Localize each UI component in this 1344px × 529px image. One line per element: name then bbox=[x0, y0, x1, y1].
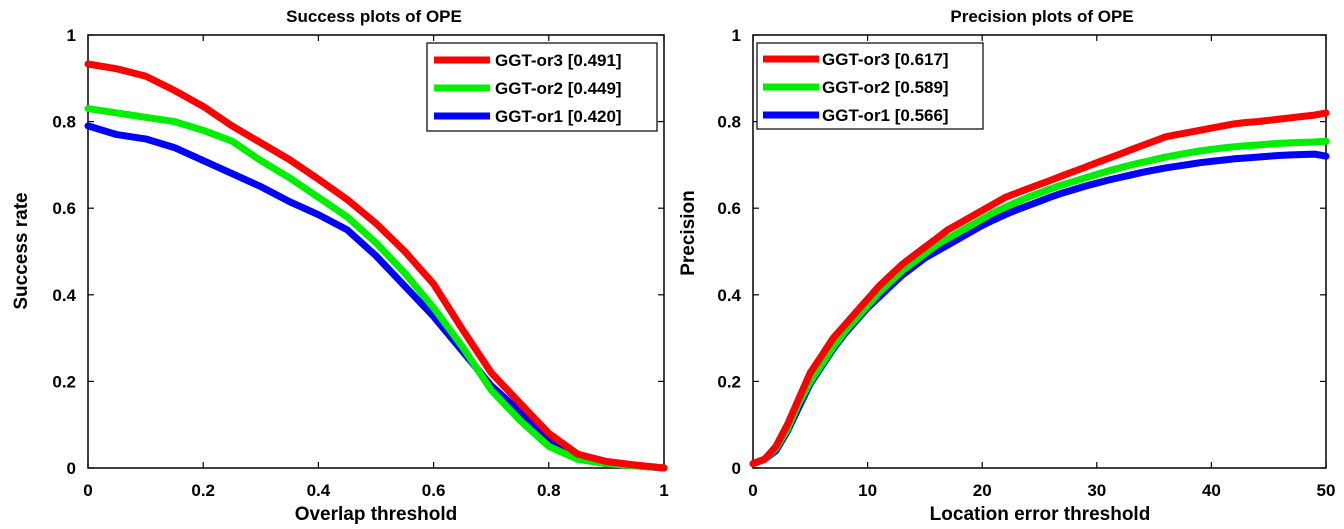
series-line-ggt-or3 bbox=[749, 109, 1330, 468]
legend-entry-ggt-or3: GGT-or3 [0.617] bbox=[822, 50, 949, 69]
legend-entry-ggt-or1: GGT-or1 [0.420] bbox=[495, 107, 622, 126]
y-tick-label: 0.2 bbox=[52, 372, 76, 391]
x-tick-label: 0.6 bbox=[422, 481, 446, 500]
series-lines bbox=[84, 60, 668, 472]
y-tick-label: 0.6 bbox=[52, 199, 76, 218]
y-tick-label: 1 bbox=[67, 26, 76, 45]
y-tick-label: 0.4 bbox=[717, 286, 741, 305]
x-tick-label: 50 bbox=[1317, 481, 1336, 500]
y-tick-label: 0.8 bbox=[52, 113, 76, 132]
y-tick-label: 0 bbox=[732, 459, 741, 478]
y-axis-label: Success rate bbox=[11, 192, 32, 309]
series-lines bbox=[749, 109, 1330, 468]
x-tick-label: 0.4 bbox=[307, 481, 331, 500]
x-tick-label: 40 bbox=[1202, 481, 1221, 500]
axis-ticks: 0 0.2 0.4 0.6 0.8 1 0 0.2 0.4 0.6 0.8 1 bbox=[52, 26, 668, 500]
series-line-ggt-or2 bbox=[84, 105, 668, 472]
chart-title: Success plots of OPE bbox=[286, 7, 462, 26]
y-tick-label: 0.4 bbox=[52, 286, 76, 305]
y-tick-label: 0.8 bbox=[717, 113, 741, 132]
x-tick-label: 20 bbox=[973, 481, 992, 500]
x-axis-label: Overlap threshold bbox=[295, 504, 458, 525]
y-tick-label: 1 bbox=[732, 26, 741, 45]
legend-entry-ggt-or3: GGT-or3 [0.491] bbox=[495, 51, 622, 70]
x-tick-label: 1 bbox=[659, 481, 668, 500]
y-tick-label: 0.2 bbox=[717, 372, 741, 391]
chart-title: Precision plots of OPE bbox=[950, 7, 1133, 26]
legend-entry-ggt-or1: GGT-or1 [0.566] bbox=[822, 106, 949, 125]
x-tick-label: 0.2 bbox=[191, 481, 215, 500]
legend: GGT-or3 [0.617] GGT-or2 [0.589] GGT-or1 … bbox=[756, 42, 984, 130]
x-tick-label: 0.8 bbox=[537, 481, 561, 500]
axis-ticks: 0 10 20 30 40 50 0 0.2 0.4 0.6 0.8 1 bbox=[717, 26, 1335, 500]
y-tick-label: 0 bbox=[67, 459, 76, 478]
x-tick-label: 30 bbox=[1087, 481, 1106, 500]
y-axis-label: Precision bbox=[678, 190, 699, 276]
x-axis-label: Location error threshold bbox=[930, 504, 1151, 525]
precision-plot-panel: Precision plots of OPE 0 10 20 30 40 50 0 0.2 0.… bbox=[678, 7, 1335, 525]
x-tick-label: 0 bbox=[83, 481, 92, 500]
legend-entry-ggt-or2: GGT-or2 [0.449] bbox=[495, 79, 622, 98]
legend-entry-ggt-or2: GGT-or2 [0.589] bbox=[822, 78, 949, 97]
x-tick-label: 10 bbox=[858, 481, 877, 500]
series-line-ggt-or2 bbox=[749, 137, 1330, 468]
legend: GGT-or3 [0.491] GGT-or2 [0.449] GGT-or1 … bbox=[426, 42, 658, 132]
series-line-ggt-or3 bbox=[84, 60, 668, 472]
y-tick-label: 0.6 bbox=[717, 199, 741, 218]
success-plot-panel: Success plots of OPE 0 0.2 0.4 0.6 0.8 100.20… bbox=[11, 7, 669, 525]
x-tick-label: 0 bbox=[748, 481, 757, 500]
